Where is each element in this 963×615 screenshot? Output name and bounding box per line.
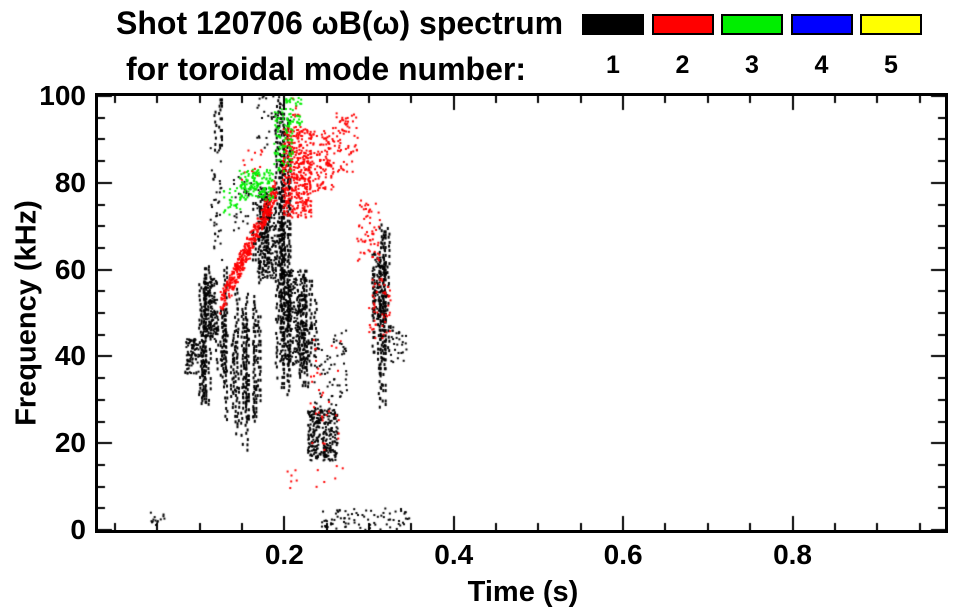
figure-title: Shot 120706 ωB(ω) spectrum — [116, 5, 564, 41]
legend-label: 4 — [814, 51, 829, 79]
legend-numbers: 1 2 3 4 5 — [582, 51, 922, 80]
figure-subtitle: for toroidal mode number: — [126, 51, 526, 87]
legend-swatch — [651, 14, 714, 35]
y-tick-label: 40 — [54, 340, 86, 372]
legend-swatch — [790, 14, 853, 35]
legend-label: 3 — [745, 51, 759, 79]
legend-swatch — [860, 14, 922, 35]
x-axis-title: Time (s) — [467, 576, 579, 608]
spectrogram-canvas — [98, 96, 945, 530]
x-tick-label: 0.4 — [434, 539, 474, 570]
legend-label: 2 — [675, 51, 690, 79]
x-tick-label: 0.2 — [264, 539, 304, 570]
y-tick-label: 20 — [54, 427, 86, 459]
legend-label: 5 — [884, 51, 898, 79]
y-tick-label: 80 — [54, 166, 86, 198]
x-tick-label: 0.8 — [773, 539, 812, 570]
y-tick-label: 60 — [54, 253, 86, 285]
x-tick-label: 0.6 — [603, 539, 643, 570]
y-tick-label: 100 — [39, 80, 86, 111]
legend-swatch — [721, 14, 783, 35]
y-tick-label: 0 — [70, 514, 86, 545]
legend: 1 2 3 4 5 — [582, 14, 922, 80]
legend-label: 1 — [606, 51, 620, 79]
legend-swatches — [582, 14, 922, 35]
y-axis-title: Frequency (kHz) — [10, 200, 43, 426]
legend-swatch — [582, 14, 644, 35]
